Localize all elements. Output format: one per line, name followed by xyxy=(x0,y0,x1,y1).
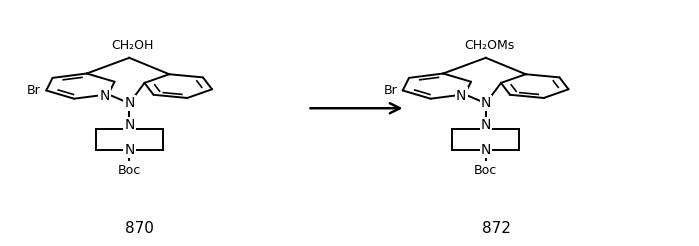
Text: Br: Br xyxy=(383,84,397,97)
Text: N: N xyxy=(124,143,134,157)
Text: N: N xyxy=(124,96,134,110)
Text: 872: 872 xyxy=(482,221,511,236)
Text: CH₂OMs: CH₂OMs xyxy=(464,39,514,52)
Text: N: N xyxy=(481,96,491,110)
Text: Br: Br xyxy=(27,84,41,97)
Text: 870: 870 xyxy=(125,221,154,236)
Text: N: N xyxy=(481,143,491,157)
Text: N: N xyxy=(456,89,466,103)
Text: N: N xyxy=(481,119,491,132)
Text: CH₂OH: CH₂OH xyxy=(112,39,154,52)
Text: Boc: Boc xyxy=(117,164,141,177)
Text: Boc: Boc xyxy=(474,164,498,177)
Text: N: N xyxy=(99,89,110,103)
Text: N: N xyxy=(124,119,134,132)
